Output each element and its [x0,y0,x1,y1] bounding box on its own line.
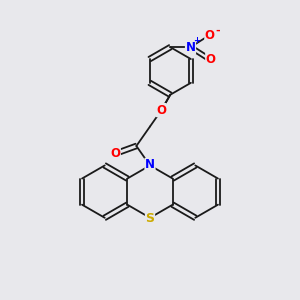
Text: +: + [193,36,200,45]
Text: -: - [215,26,220,35]
Text: O: O [206,52,216,65]
Text: O: O [156,103,166,117]
Text: O: O [205,29,215,42]
Text: O: O [110,147,120,160]
Text: N: N [145,158,155,171]
Text: N: N [185,41,196,54]
Text: S: S [146,212,154,225]
